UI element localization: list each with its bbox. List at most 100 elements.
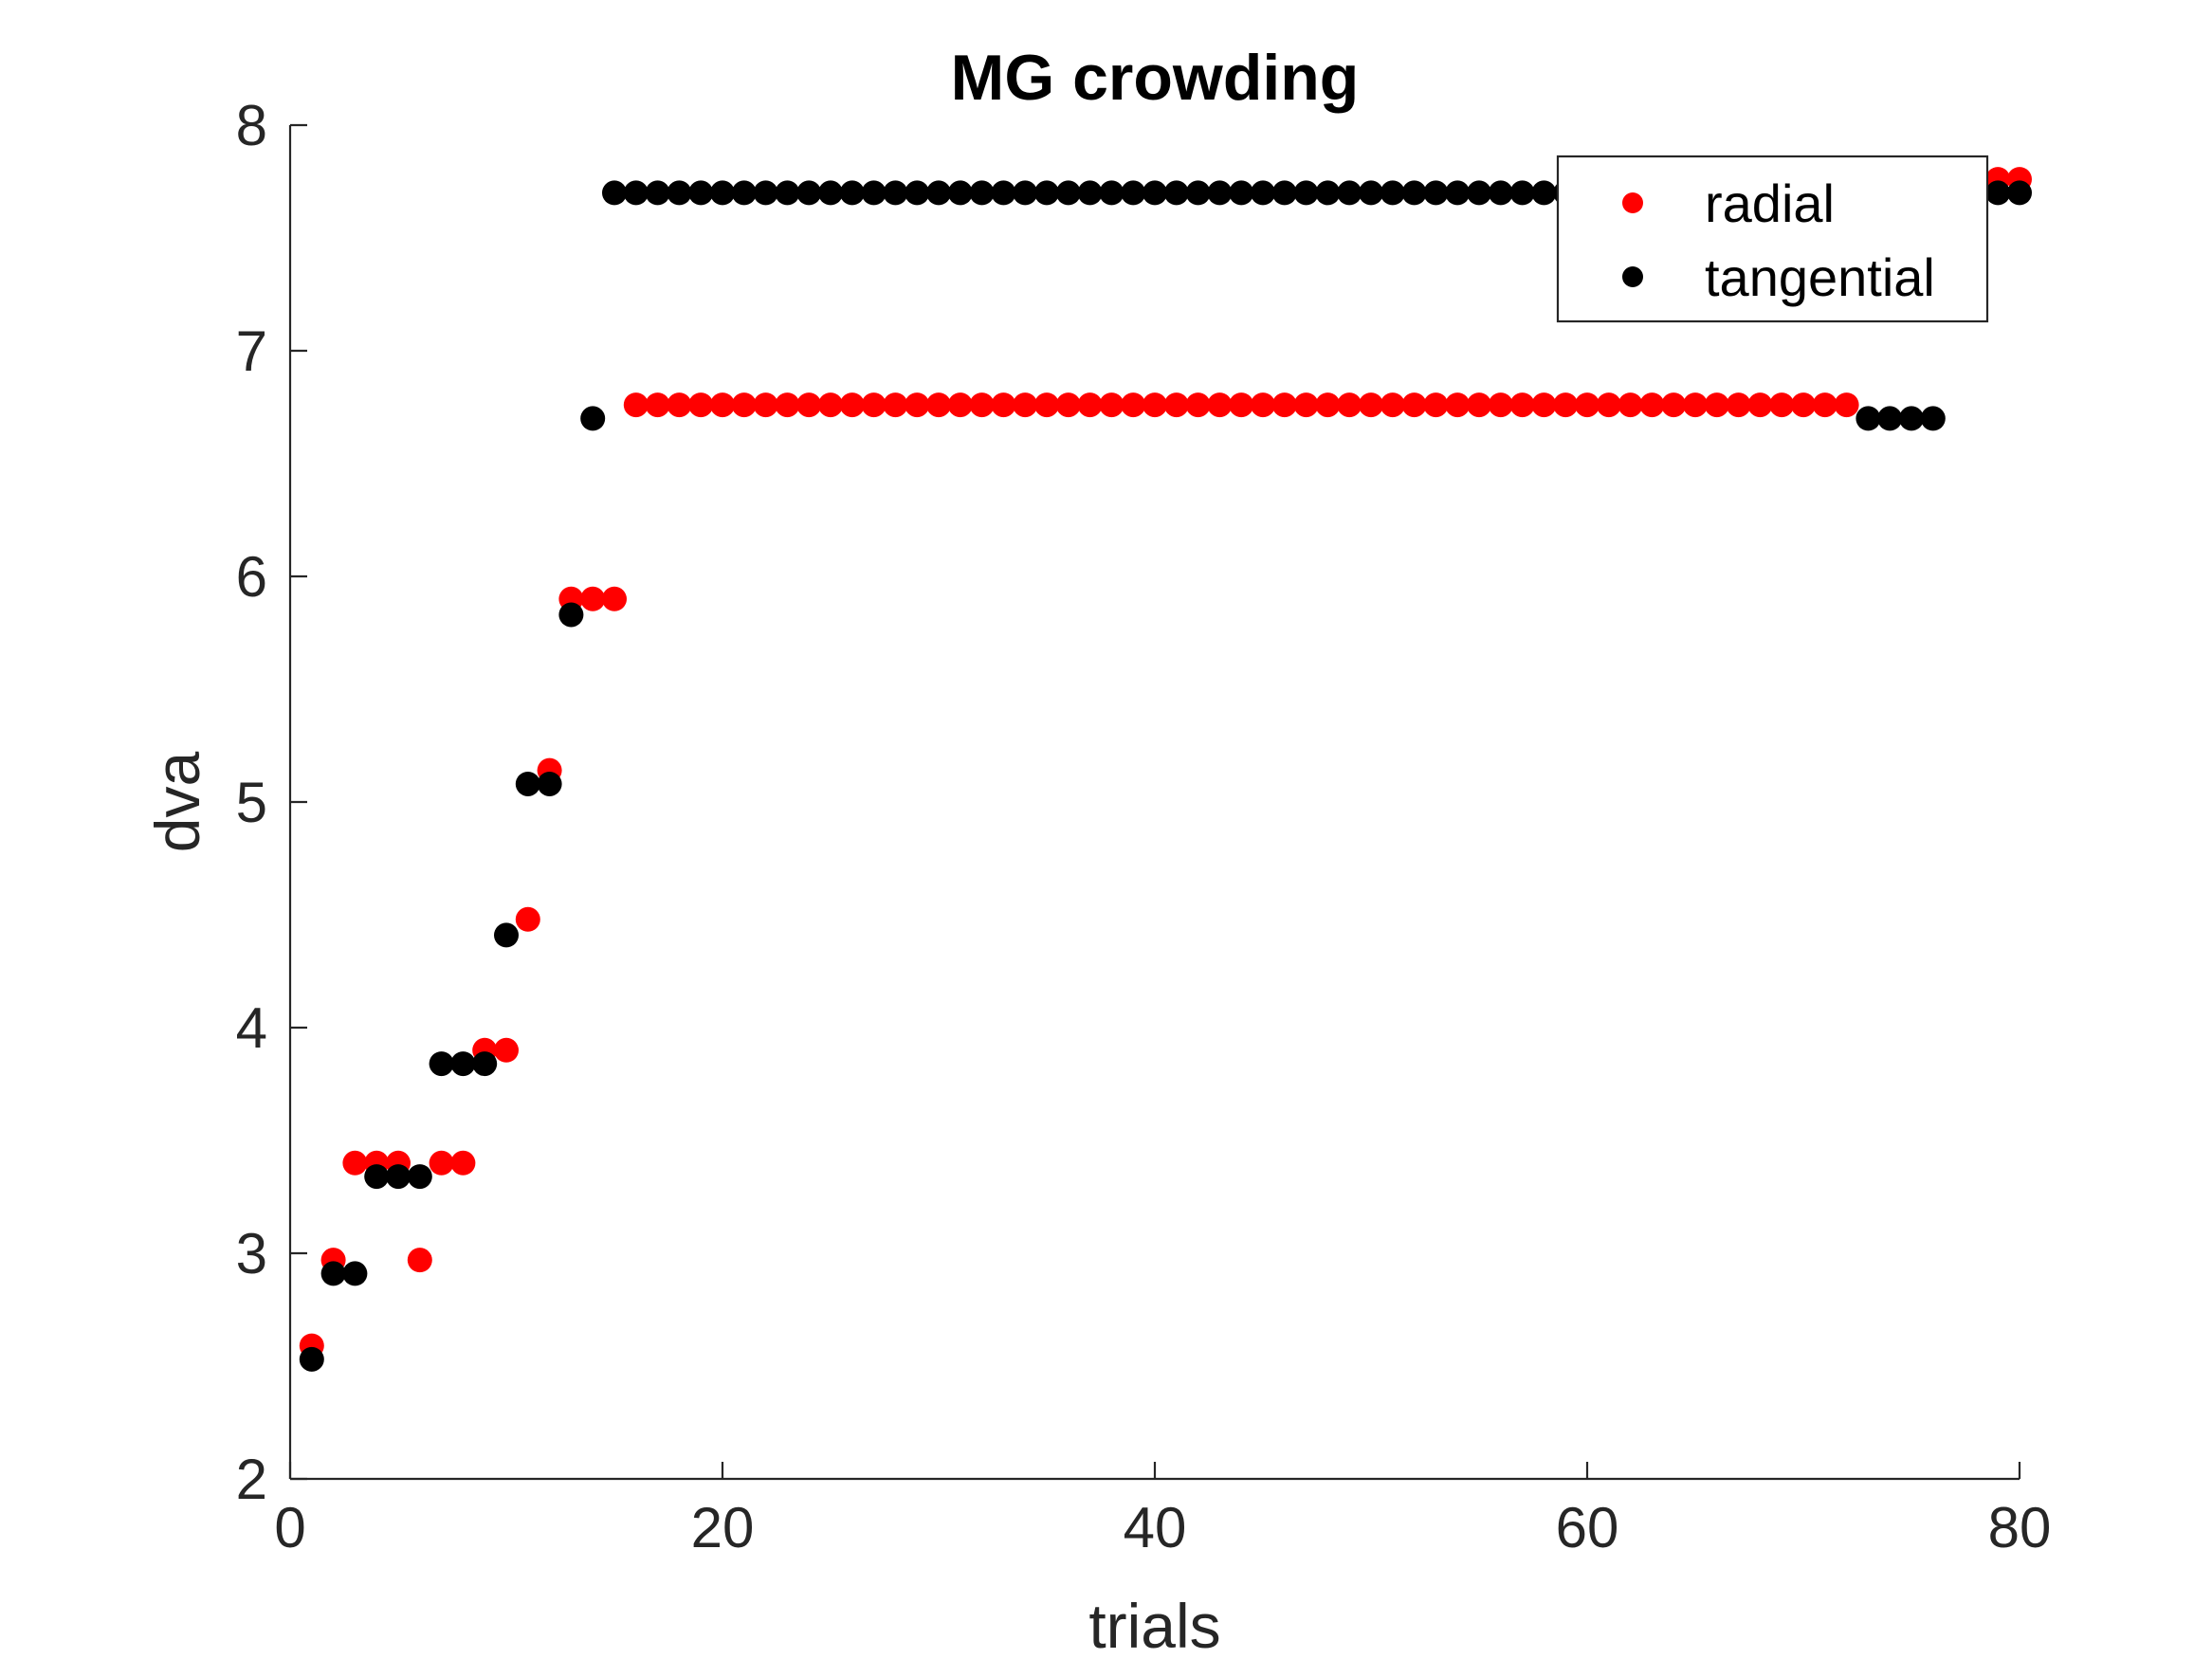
data-point-tangential (796, 180, 822, 206)
data-point-tangential (926, 180, 951, 206)
data-point-radial (883, 392, 908, 418)
data-point-tangential (969, 180, 995, 206)
data-point-tangential (429, 1051, 454, 1077)
data-point-tangential (710, 180, 735, 206)
data-point-radial (1315, 392, 1341, 418)
data-point-radial (429, 1150, 454, 1176)
x-tick-label: 40 (1124, 1496, 1187, 1559)
data-point-radial (1121, 392, 1146, 418)
data-point-radial (515, 906, 540, 932)
y-tick-label: 8 (236, 94, 267, 157)
data-point-radial (1185, 392, 1211, 418)
data-point-tangential (386, 1164, 411, 1190)
data-point-radial (969, 392, 995, 418)
data-point-tangential (1899, 406, 1924, 431)
data-point-radial (1423, 392, 1449, 418)
data-point-radial (1380, 392, 1405, 418)
data-point-tangential (1163, 180, 1189, 206)
data-point-radial (1726, 392, 1751, 418)
legend-box (1556, 155, 1989, 323)
data-point-radial (1769, 392, 1795, 418)
chart-title: MG crowding (951, 42, 1360, 114)
data-point-radial (342, 1150, 368, 1176)
data-point-tangential (1856, 406, 1881, 431)
data-point-radial (796, 392, 822, 418)
data-point-radial (1143, 392, 1167, 418)
y-tick-label: 4 (236, 996, 267, 1060)
y-tick-label: 3 (236, 1222, 267, 1285)
data-point-tangential (839, 180, 865, 206)
data-point-radial (1618, 392, 1643, 418)
data-point-tangential (623, 180, 649, 206)
data-point-radial (753, 392, 778, 418)
data-point-tangential (515, 771, 540, 796)
data-point-tangential (1467, 180, 1491, 206)
data-point-radial (1401, 392, 1427, 418)
data-point-radial (1445, 392, 1471, 418)
data-point-radial (1077, 392, 1103, 418)
data-point-radial (1683, 392, 1708, 418)
data-point-tangential (883, 180, 908, 206)
data-point-radial (407, 1248, 432, 1273)
legend-label-tangential: tangential (1705, 247, 1935, 307)
data-point-radial (1553, 392, 1579, 418)
data-point-radial (1791, 392, 1816, 418)
data-point-tangential (407, 1164, 432, 1190)
data-points (299, 167, 2032, 1372)
data-point-tangential (645, 180, 670, 206)
data-point-radial (1013, 392, 1038, 418)
data-point-radial (1337, 392, 1362, 418)
data-point-radial (1575, 392, 1600, 418)
data-point-radial (1163, 392, 1189, 418)
x-axis-label: trials (1088, 1591, 1220, 1659)
data-point-tangential (1445, 180, 1471, 206)
data-point-tangential (1985, 180, 2011, 206)
data-point-radial (1488, 392, 1513, 418)
plot-axes (288, 125, 2020, 1481)
data-point-tangential (1013, 180, 1038, 206)
data-point-tangential (1077, 180, 1103, 206)
y-tick-label: 5 (236, 771, 267, 834)
axis-ticks: 0 20 40 60 80 2 3 4 5 6 7 8 (236, 94, 2052, 1559)
data-point-tangential (905, 180, 930, 206)
data-point-radial (1099, 392, 1124, 418)
data-point-tangential (991, 180, 1016, 206)
legend-label-radial: radial (1705, 173, 1835, 233)
data-point-tangential (688, 180, 714, 206)
legend: radial tangential (1556, 155, 1989, 323)
x-tick-label: 60 (1556, 1496, 1619, 1559)
data-point-tangential (731, 180, 757, 206)
data-point-tangential (947, 180, 973, 206)
data-point-tangential (364, 1164, 390, 1190)
x-tick-label: 0 (274, 1496, 305, 1559)
data-point-radial (1747, 392, 1773, 418)
data-point-tangential (1380, 180, 1405, 206)
data-point-tangential (342, 1261, 368, 1286)
data-point-radial (947, 392, 973, 418)
data-point-tangential (861, 180, 887, 206)
data-point-tangential (1877, 406, 1903, 431)
data-point-tangential (1185, 180, 1211, 206)
data-point-tangential (494, 922, 519, 948)
data-point-radial (602, 586, 627, 611)
y-tick-label: 7 (236, 319, 267, 383)
legend-marker-radial (1622, 192, 1643, 213)
data-point-radial (688, 392, 714, 418)
data-point-tangential (1251, 180, 1275, 206)
y-tick-label: 2 (236, 1448, 267, 1511)
data-point-tangential (1034, 180, 1059, 206)
data-point-tangential (1423, 180, 1449, 206)
data-point-tangential (775, 180, 800, 206)
data-point-tangential (753, 180, 778, 206)
data-point-tangential (2007, 180, 2032, 206)
data-point-tangential (1121, 180, 1146, 206)
data-point-radial (1834, 392, 1859, 418)
data-point-tangential (1920, 406, 1946, 431)
data-point-tangential (580, 406, 606, 431)
data-point-radial (1359, 392, 1383, 418)
data-point-radial (1207, 392, 1233, 418)
legend-marker-tangential (1622, 266, 1643, 287)
data-point-tangential (1271, 180, 1297, 206)
data-point-radial (1251, 392, 1275, 418)
data-point-radial (580, 586, 606, 611)
